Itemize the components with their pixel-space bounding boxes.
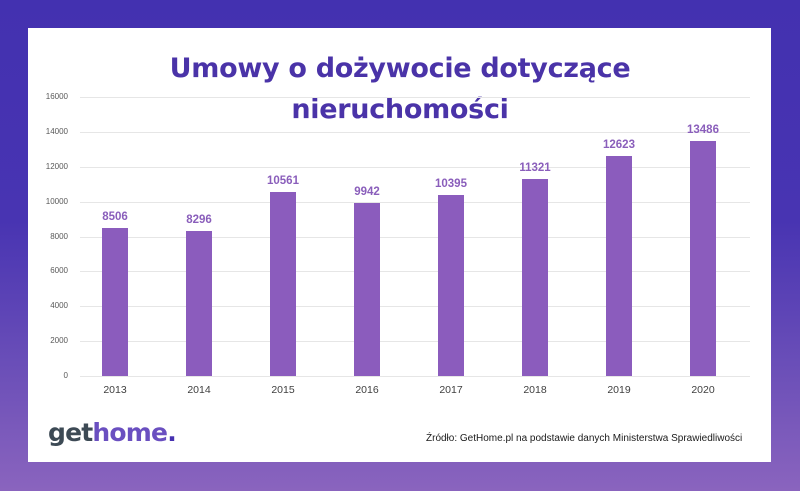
y-axis-tick-label: 10000 — [45, 197, 68, 206]
logo-dot: . — [167, 418, 176, 447]
bar-2019 — [606, 155, 632, 376]
bar-2016 — [354, 202, 380, 376]
x-axis-tick-label: 2013 — [103, 384, 127, 396]
bar-value-label: 10561 — [267, 174, 299, 187]
y-axis-tick-label: 8000 — [50, 232, 68, 241]
gridline — [80, 306, 750, 307]
x-axis-tick-label: 2016 — [355, 384, 379, 396]
bar-value-label: 8296 — [186, 214, 212, 227]
bar-2018 — [522, 178, 548, 376]
y-axis-tick-label: 2000 — [50, 336, 68, 345]
chart-title-line-1: Umowy o dożywocie dotyczące — [169, 53, 631, 84]
x-axis-tick-label: 2019 — [607, 384, 631, 396]
gethome-logo: gethome. — [48, 418, 177, 448]
y-axis-tick-label: 6000 — [50, 266, 68, 275]
y-axis-tick-label: 12000 — [45, 162, 68, 171]
bar-value-label: 12623 — [603, 138, 635, 151]
bar-2017 — [438, 194, 464, 376]
y-axis-tick-label: 0 — [63, 371, 68, 380]
bar-2015 — [270, 191, 296, 376]
bar-value-label: 10395 — [435, 177, 467, 190]
gridline — [80, 167, 750, 168]
logo-home: home — [92, 418, 168, 447]
y-axis-tick-label: 4000 — [50, 301, 68, 310]
gridline — [80, 341, 750, 342]
x-axis-tick-label: 2017 — [439, 384, 463, 396]
bar-2014 — [186, 231, 212, 376]
source-note: Źródło: GetHome.pl na podstawie danych M… — [426, 433, 743, 444]
bar-2013 — [102, 227, 128, 376]
y-axis-tick-label: 16000 — [45, 92, 68, 101]
gridline — [80, 237, 750, 238]
gridline — [80, 132, 750, 133]
gridline — [80, 271, 750, 272]
gridline — [80, 376, 750, 377]
y-axis-tick-label: 14000 — [45, 127, 68, 136]
bar-value-label: 8506 — [102, 210, 128, 223]
chart-title: Umowy o dożywocie dotyczące nieruchomośc… — [0, 48, 800, 130]
gridline — [80, 202, 750, 203]
gridline — [80, 97, 750, 98]
bar-value-label: 11321 — [519, 161, 551, 174]
bar-2020 — [690, 140, 716, 376]
x-axis-tick-label: 2014 — [187, 384, 211, 396]
chart-panel — [28, 28, 771, 462]
bar-value-label: 13486 — [687, 123, 719, 136]
x-axis-tick-label: 2020 — [691, 384, 715, 396]
bar-value-label: 9942 — [354, 185, 380, 198]
chart-title-line-2: nieruchomości — [291, 94, 509, 125]
logo-get: get — [48, 418, 93, 447]
x-axis-tick-label: 2015 — [271, 384, 295, 396]
x-axis-tick-label: 2018 — [523, 384, 547, 396]
